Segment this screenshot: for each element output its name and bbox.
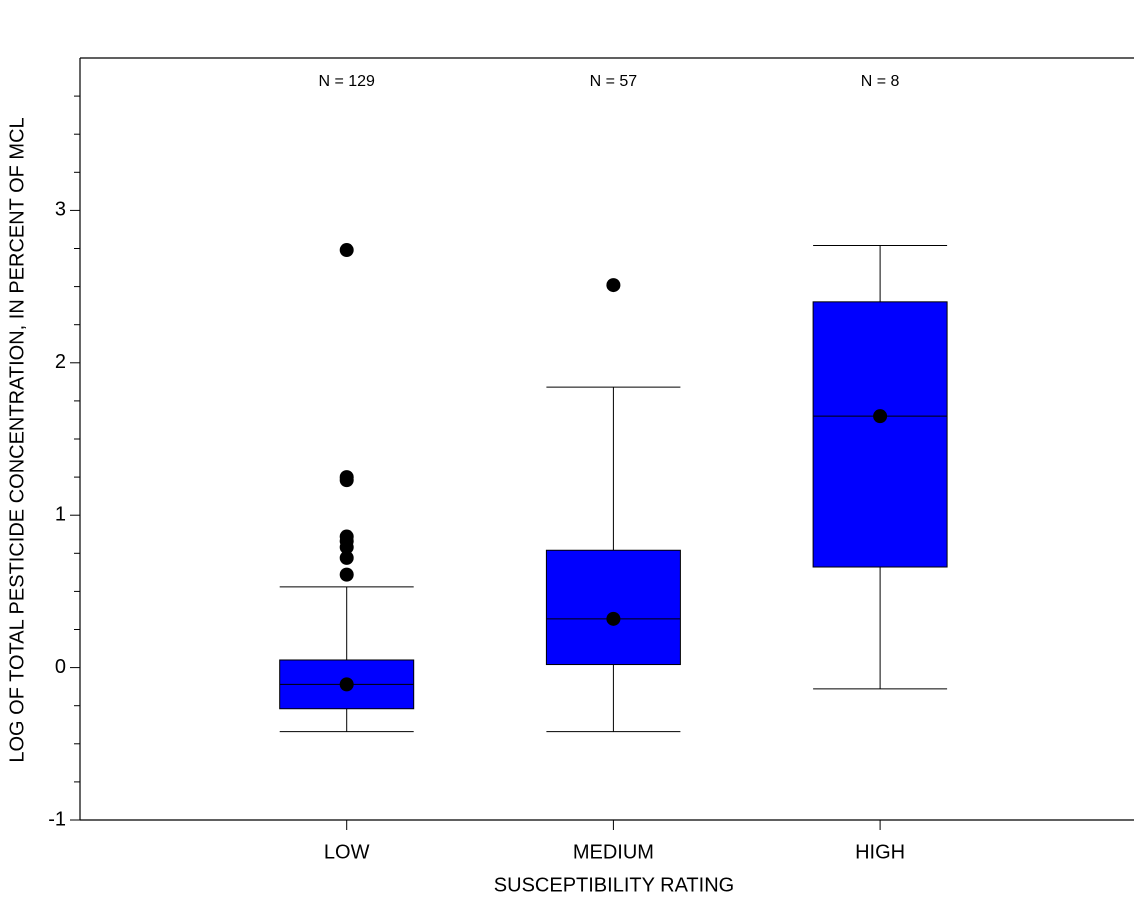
box (545, 549, 681, 666)
mean-dot (606, 611, 621, 626)
y-tick-label: 3 (55, 199, 66, 221)
y-tick-label: 0 (55, 656, 66, 678)
mean-dot (339, 677, 354, 692)
x-tick-label: HIGH (855, 841, 905, 863)
y-tick-label: 2 (55, 351, 66, 373)
box (812, 301, 948, 568)
sample-size: N = 8 (861, 73, 900, 90)
outlier (606, 278, 621, 293)
sample-size: N = 129 (318, 73, 375, 90)
y-tick-label: 1 (55, 503, 66, 525)
sample-size: N = 57 (590, 73, 638, 90)
y-tick-label: -1 (48, 808, 66, 830)
outlier (339, 540, 354, 555)
x-axis-label: SUSCEPTIBILITY RATING (494, 874, 734, 896)
mean-dot (873, 409, 888, 424)
y-axis-label: LOG OF TOTAL PESTICIDE CONCENTRATION, IN… (6, 117, 28, 762)
outlier (339, 567, 354, 582)
outlier (339, 243, 354, 258)
x-tick-label: LOW (324, 841, 370, 863)
outlier (339, 550, 354, 565)
outlier (339, 473, 354, 488)
x-tick-label: MEDIUM (573, 841, 654, 863)
